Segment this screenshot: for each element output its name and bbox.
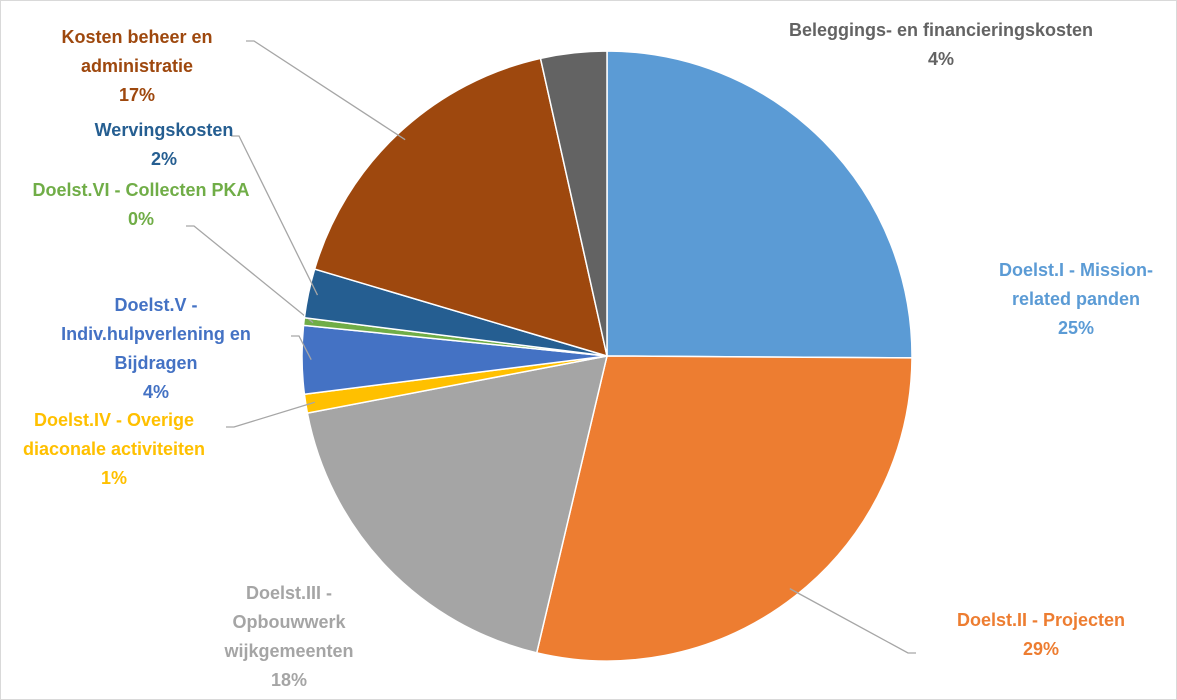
leader-line: [291, 335, 312, 361]
label-name: Kosten beheer en administratie: [61, 27, 213, 76]
label-value: 25%: [1057, 318, 1095, 338]
label-name: Beleggings- en financieringskosten: [788, 20, 1094, 40]
leader-line: [246, 40, 406, 141]
label-name: Doelst.V - Indiv.hulpverlening en Bijdra…: [61, 295, 251, 373]
pie-slice: [313, 57, 609, 358]
label-name: Doelst.III - Opbouwwerk wijkgemeenten: [224, 583, 354, 661]
label-value: 18%: [270, 670, 308, 690]
label-value: 2%: [150, 149, 177, 169]
data-label: Doelst.V - Indiv.hulpverlening en Bijdra…: [39, 291, 274, 407]
leader-line: [226, 401, 315, 428]
pie-slice: [539, 50, 608, 357]
data-label: Doelst.IV - Overige diaconale activiteit…: [4, 406, 224, 493]
data-label: Kosten beheer en administratie 17%: [17, 23, 257, 110]
data-label: Doelst.II - Projecten 29%: [911, 606, 1171, 664]
label-name: Wervingskosten: [94, 120, 234, 140]
label-value: 4%: [927, 49, 954, 69]
data-label: Doelst.I - Mission-related panden 25%: [976, 256, 1176, 343]
label-name: Doelst.VI - Collecten PKA: [32, 180, 250, 200]
label-name: Doelst.IV - Overige diaconale activiteit…: [22, 410, 206, 459]
label-name: Doelst.I - Mission-related panden: [998, 260, 1153, 309]
pie-slice: [606, 50, 913, 359]
data-label: Doelst.III - Opbouwwerk wijkgemeenten 18%: [199, 579, 379, 695]
label-value: 1%: [100, 468, 127, 488]
label-name: Doelst.II - Projecten: [956, 610, 1126, 630]
pie-slice: [306, 355, 608, 654]
data-label: Beleggings- en financieringskosten 4%: [731, 16, 1151, 74]
leader-line: [186, 225, 314, 324]
leader-line: [231, 135, 319, 296]
leader-line: [789, 588, 916, 654]
label-value: 17%: [118, 85, 156, 105]
data-label: Wervingskosten 2%: [64, 116, 264, 174]
label-value: 4%: [142, 382, 169, 402]
data-label: Doelst.VI - Collecten PKA 0%: [21, 176, 261, 234]
pie-slice: [535, 355, 913, 662]
label-value: 29%: [1022, 639, 1060, 659]
label-value: 0%: [127, 209, 154, 229]
